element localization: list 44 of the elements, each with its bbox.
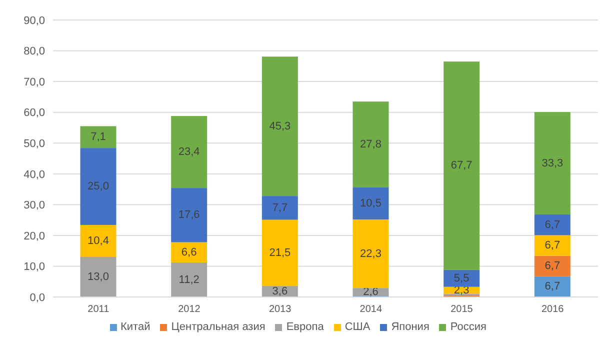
data-label: 6,6 xyxy=(181,246,197,258)
x-tick-label: 2016 xyxy=(541,304,564,316)
y-tick-label: 30,0 xyxy=(24,200,45,212)
data-label: 7,1 xyxy=(90,131,106,144)
data-label: 22,3 xyxy=(360,248,382,260)
data-label: 21,5 xyxy=(269,246,291,259)
data-label: 3,6 xyxy=(272,285,288,298)
data-label: 13,0 xyxy=(88,270,109,283)
legend-label: США xyxy=(344,321,370,333)
data-label: 6,7 xyxy=(544,218,560,231)
y-tick-label: 60,0 xyxy=(24,107,45,120)
data-label: 45,3 xyxy=(269,120,291,132)
data-label: 6,7 xyxy=(544,280,560,293)
legend-label: Европа xyxy=(286,321,324,333)
data-label: 10,4 xyxy=(88,234,109,247)
y-tick-label: 50,0 xyxy=(24,138,45,150)
data-label: 27,8 xyxy=(360,138,382,150)
legend-label: Россия xyxy=(450,321,486,333)
data-label: 7,7 xyxy=(272,202,288,214)
legend-label: Центральная азия xyxy=(171,321,266,333)
y-tick-label: 90,0 xyxy=(24,14,45,27)
data-label: 11,2 xyxy=(178,274,200,286)
data-label: 17,6 xyxy=(178,209,200,222)
x-tick-label: 2013 xyxy=(268,304,292,316)
data-label: 10,5 xyxy=(360,197,382,210)
x-tick-label: 2015 xyxy=(450,304,474,316)
y-tick-label: 80,0 xyxy=(24,46,45,58)
data-label: 6,7 xyxy=(544,260,560,272)
y-tick-label: 20,0 xyxy=(24,230,45,242)
y-tick-label: 0,0 xyxy=(30,292,45,304)
legend-label: Китай xyxy=(120,321,150,333)
y-tick-label: 70,0 xyxy=(24,76,45,88)
x-tick-label: 2012 xyxy=(178,304,201,316)
legend-label: Япония xyxy=(391,321,430,333)
data-label: 25,0 xyxy=(88,180,109,193)
data-label: 33,3 xyxy=(542,157,564,170)
x-tick-label: 2011 xyxy=(88,304,110,316)
data-label: 67,7 xyxy=(450,160,472,172)
x-tick-label: 2014 xyxy=(360,304,382,316)
data-label: 6,7 xyxy=(544,239,560,252)
y-tick-label: 40,0 xyxy=(24,168,45,181)
y-tick-label: 10,0 xyxy=(24,261,45,274)
data-label: 5,5 xyxy=(454,272,470,284)
data-label: 23,4 xyxy=(178,146,200,158)
